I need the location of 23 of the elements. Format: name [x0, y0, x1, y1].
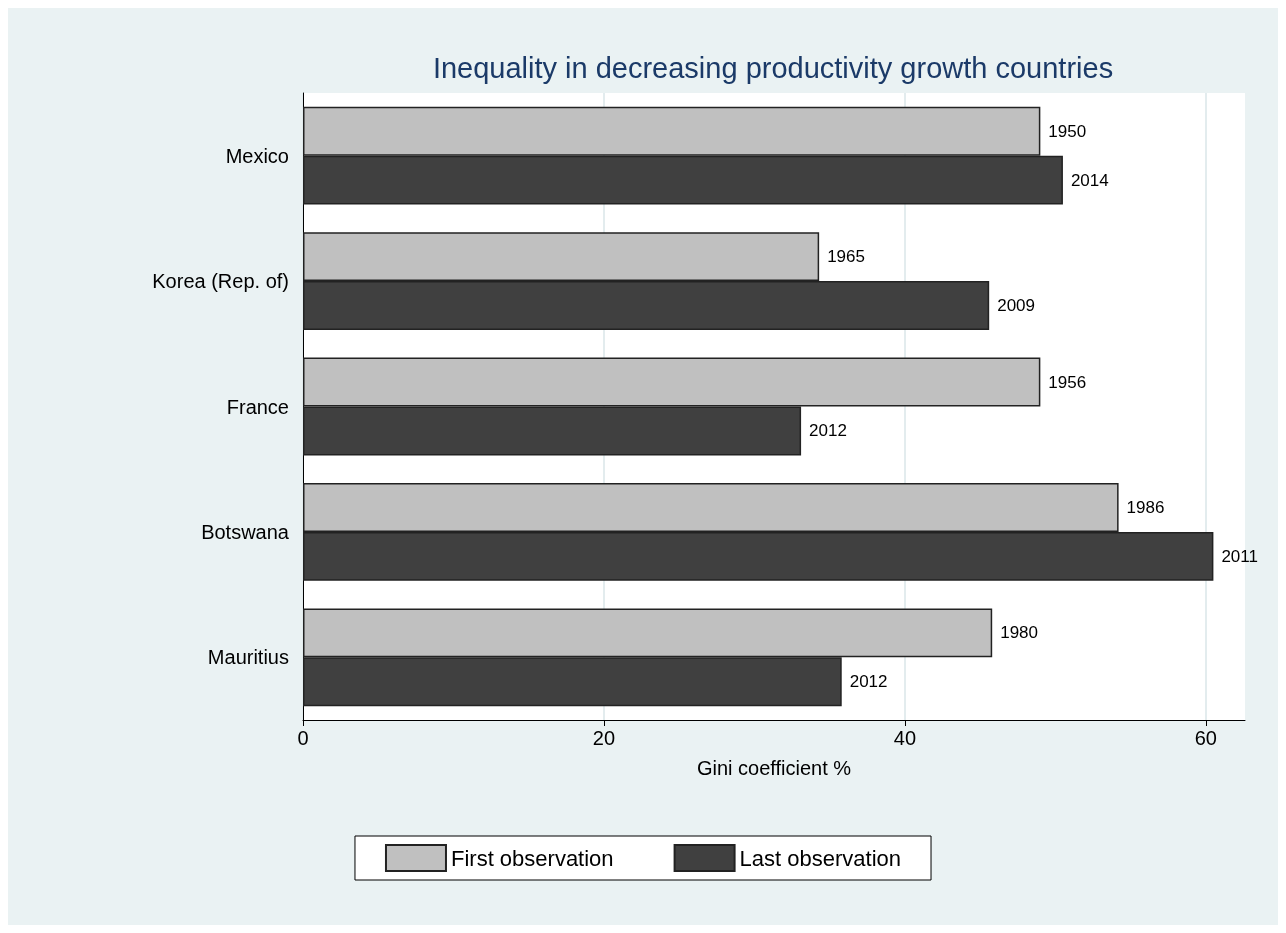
annotation: 2014 [1070, 170, 1109, 190]
annotation: 2012 [809, 421, 847, 441]
annotation: 2011 [1221, 546, 1258, 566]
annotation: 1965 [827, 247, 865, 267]
y-tick-label: Mauritius [207, 646, 289, 669]
annotation: 2012 [849, 672, 888, 692]
y-tick-label: France [226, 395, 289, 418]
annotation: 1980 [1000, 623, 1039, 643]
x-tick-label: 20 [592, 727, 616, 749]
y-tick-label: Korea (Rep. of) [152, 270, 289, 293]
annotation: 1950 [1048, 121, 1087, 141]
legend-label: First observation [450, 845, 614, 871]
x-tick-label: 40 [893, 727, 917, 749]
annotation: 1956 [1048, 372, 1087, 392]
y-tick-label: Botswana [201, 520, 290, 543]
y-tick-label: Mexico [225, 144, 289, 167]
annotation: 1986 [1126, 497, 1165, 517]
chart-title: Inequality in decreasing productivity growth countries [432, 51, 1114, 84]
x-tick-label: 60 [1194, 727, 1217, 749]
x-axis-title: Gini coefficient % [696, 757, 852, 779]
annotation: 2009 [997, 296, 1036, 316]
x-tick-label: 0 [297, 727, 309, 749]
legend-label: Last observation [739, 845, 902, 871]
